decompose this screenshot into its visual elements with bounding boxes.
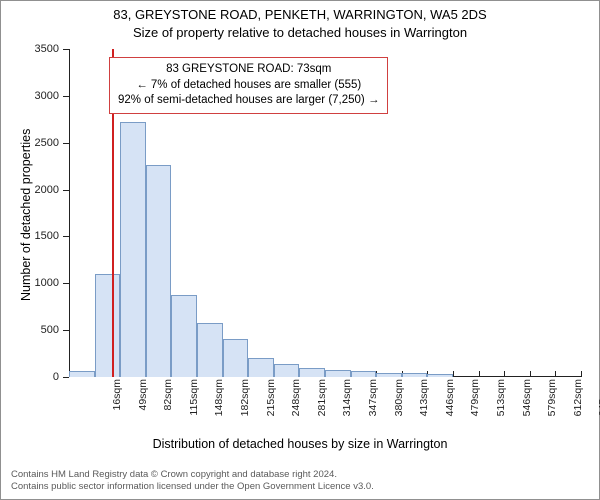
histogram-bar <box>171 295 197 377</box>
histogram-bar <box>376 373 402 377</box>
title-line-2: Size of property relative to detached ho… <box>1 25 599 40</box>
histogram-bar <box>325 370 351 377</box>
callout-line-3: 92% of semi-detached houses are larger (… <box>118 93 379 109</box>
histogram-bar <box>146 165 172 377</box>
footer-text: Contains HM Land Registry data © Crown c… <box>11 469 374 493</box>
y-axis-label: Number of detached properties <box>19 129 33 301</box>
histogram-bar <box>351 371 377 377</box>
histogram-bar <box>120 122 146 377</box>
footer-line-2: Contains public sector information licen… <box>11 481 374 493</box>
footer-line-1: Contains HM Land Registry data © Crown c… <box>11 469 374 481</box>
histogram-bar <box>95 274 121 377</box>
histogram-bar <box>274 364 300 377</box>
histogram-bar <box>197 323 223 377</box>
histogram-bar <box>299 368 325 377</box>
histogram-bar <box>427 374 453 377</box>
callout-box: 83 GREYSTONE ROAD: 73sqm ← 7% of detache… <box>109 57 388 114</box>
callout-line-2: ← 7% of detached houses are smaller (555… <box>118 78 379 94</box>
callout-line-1: 83 GREYSTONE ROAD: 73sqm <box>118 62 379 78</box>
y-axis-line <box>69 49 70 377</box>
histogram-bar <box>402 373 428 377</box>
title-line-1: 83, GREYSTONE ROAD, PENKETH, WARRINGTON,… <box>1 7 599 22</box>
histogram-bar <box>248 358 274 377</box>
histogram-bar <box>69 371 95 377</box>
chart-frame: 83, GREYSTONE ROAD, PENKETH, WARRINGTON,… <box>0 0 600 500</box>
x-axis-label: Distribution of detached houses by size … <box>1 437 599 451</box>
histogram-bar <box>223 339 249 377</box>
